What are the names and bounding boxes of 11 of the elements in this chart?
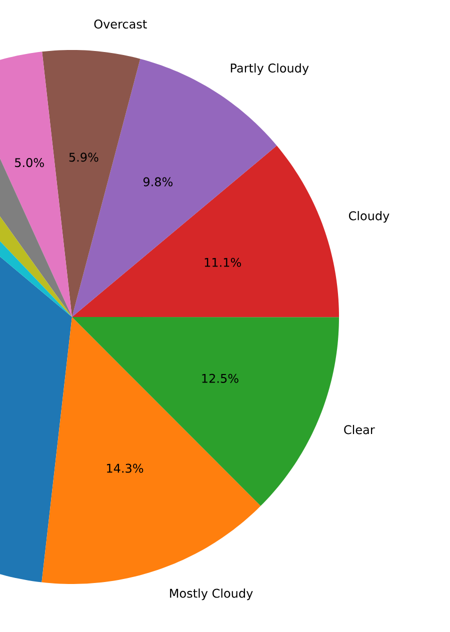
slice-label: Overcast <box>94 20 147 29</box>
data-label: 14.3% <box>107 464 144 473</box>
data-label: 5.0% <box>15 158 44 168</box>
slice-label: Partly Cloudy <box>230 63 309 75</box>
data-label: 5.9% <box>69 152 98 162</box>
slice-label: Cloudy <box>348 211 390 223</box>
data-label: 9.8% <box>143 177 173 186</box>
data-label: 11.1% <box>204 258 241 267</box>
slice-label: Clear <box>344 424 375 434</box>
data-label: 12.5% <box>202 374 238 383</box>
slice-label: Mostly Cloudy <box>170 588 253 600</box>
